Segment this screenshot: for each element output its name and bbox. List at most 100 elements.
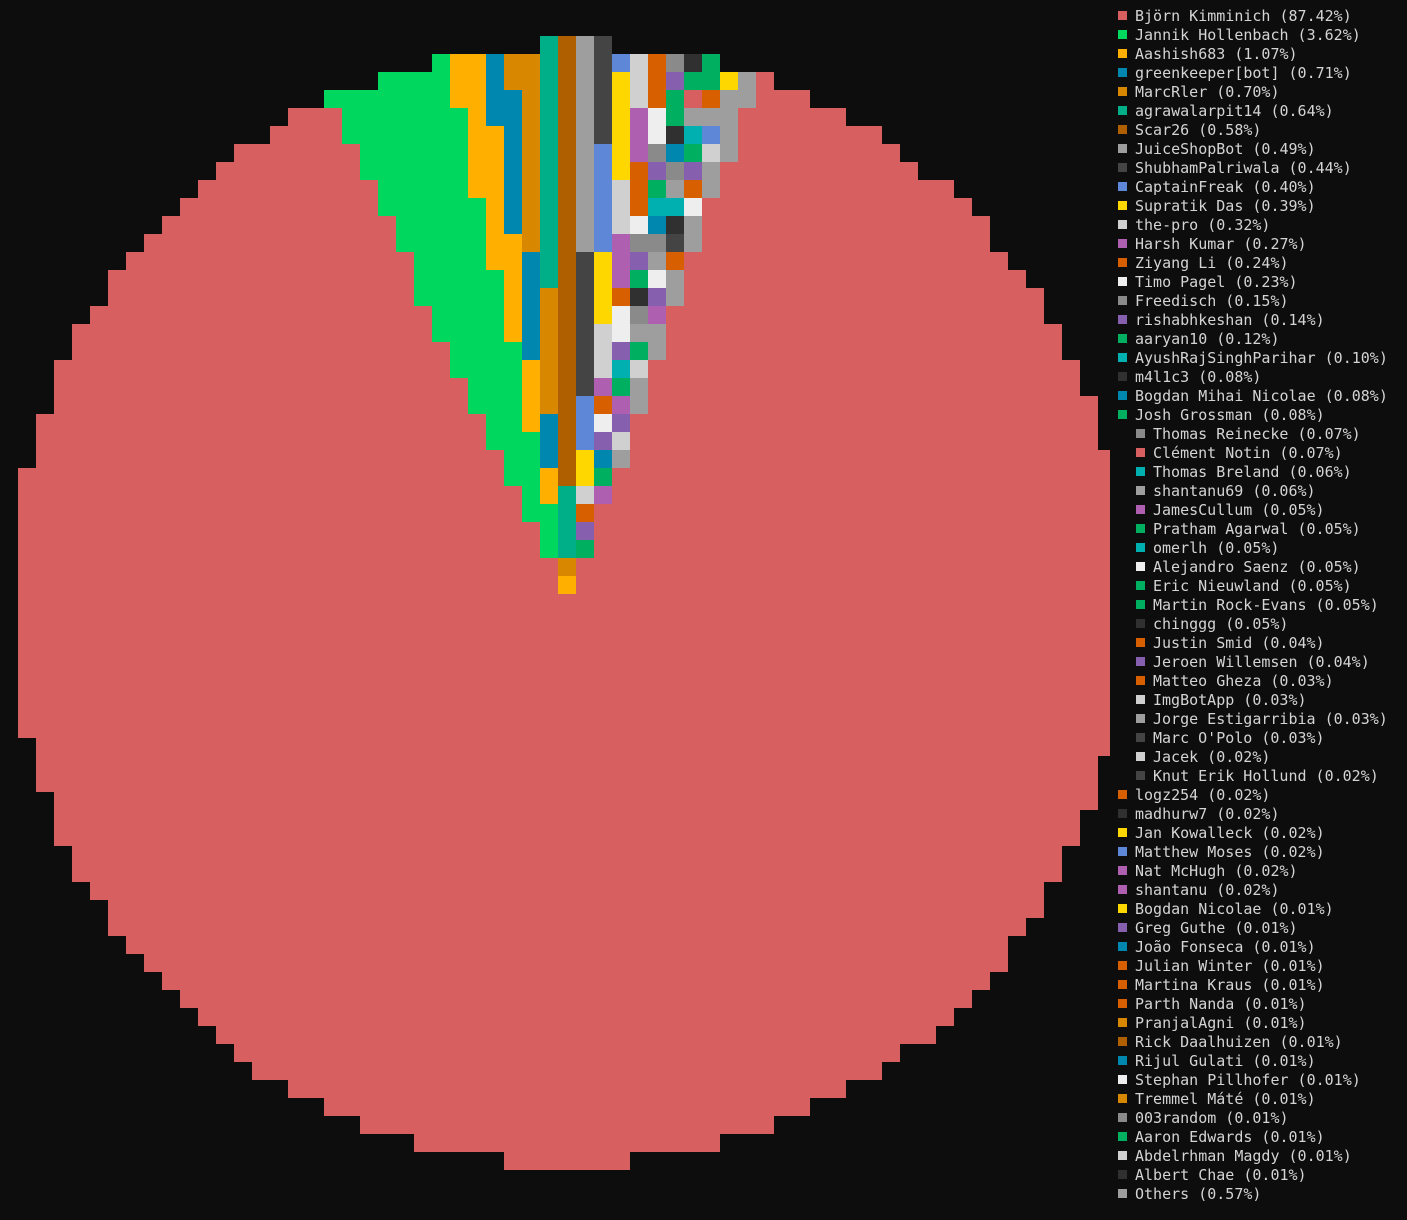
legend-item: Jeroen Willemsen (0.04%) (1118, 653, 1388, 672)
legend-label: Alejandro Saenz (0.05%) (1153, 558, 1361, 576)
legend-swatch (1118, 391, 1127, 400)
legend-item: JamesCullum (0.05%) (1118, 501, 1388, 520)
legend-swatch (1118, 334, 1127, 343)
legend-label: Thomas Reinecke (0.07%) (1153, 425, 1361, 443)
pie-slice (324, 54, 558, 558)
pie-slice (594, 486, 612, 504)
legend-label: Jacek (0.02%) (1153, 748, 1271, 766)
legend-label: Rijul Gulati (0.01%) (1135, 1052, 1316, 1070)
legend-item: shantanu (0.02%) (1118, 881, 1388, 900)
legend-swatch (1118, 87, 1127, 96)
pie-slice (666, 216, 684, 234)
legend-label: ShubhamPalriwala (0.44%) (1135, 159, 1352, 177)
legend-swatch (1118, 1189, 1127, 1198)
legend-label: Marc O'Polo (0.03%) (1153, 729, 1325, 747)
legend-item: Ziyang Li (0.24%) (1118, 254, 1388, 273)
pie-slice (666, 126, 702, 216)
legend-item: Aaron Edwards (0.01%) (1118, 1128, 1388, 1147)
legend-swatch (1118, 11, 1127, 20)
legend-item: Abdelrhman Magdy (0.01%) (1118, 1147, 1388, 1166)
legend-swatch (1118, 904, 1127, 913)
legend-swatch (1118, 885, 1127, 894)
legend-item: Pratham Agarwal (0.05%) (1118, 520, 1388, 539)
legend-item: m4l1c3 (0.08%) (1118, 368, 1388, 387)
pie-slice (630, 162, 684, 324)
pie-slice (648, 270, 666, 288)
legend-item: Matthew Moses (0.02%) (1118, 843, 1388, 862)
legend-item: CaptainFreak (0.40%) (1118, 178, 1388, 197)
legend-swatch (1118, 144, 1127, 153)
legend-swatch (1136, 657, 1145, 666)
legend-swatch (1118, 220, 1127, 229)
legend-swatch (1118, 1113, 1127, 1122)
legend-item: MarcRler (0.70%) (1118, 83, 1388, 102)
legend-label: Josh Grossman (0.08%) (1135, 406, 1325, 424)
legend-item: shantanu69 (0.06%) (1118, 482, 1388, 501)
legend-label: chinggg (0.05%) (1153, 615, 1289, 633)
legend-swatch (1118, 372, 1127, 381)
legend-item: Matteo Gheza (0.03%) (1118, 672, 1388, 691)
legend-swatch (1118, 1056, 1127, 1065)
legend-item: Thomas Reinecke (0.07%) (1118, 425, 1388, 444)
legend-label: omerlh (0.05%) (1153, 539, 1280, 557)
legend-swatch (1118, 106, 1127, 115)
legend-label: Jeroen Willemsen (0.04%) (1153, 653, 1370, 671)
legend-label: PranjalAgni (0.01%) (1135, 1014, 1307, 1032)
legend-swatch (1118, 1151, 1127, 1160)
pie-slice (612, 144, 720, 450)
pie-slice (684, 198, 702, 216)
legend-item: the-pro (0.32%) (1118, 216, 1388, 235)
legend-swatch (1118, 30, 1127, 39)
legend-item: Thomas Breland (0.06%) (1118, 463, 1388, 482)
legend-item: Jacek (0.02%) (1118, 748, 1388, 767)
pie-slice (630, 360, 648, 378)
pie-slice (612, 72, 702, 396)
legend-item: ImgBotApp (0.03%) (1118, 691, 1388, 710)
legend-swatch (1118, 296, 1127, 305)
legend-item: Supratik Das (0.39%) (1118, 197, 1388, 216)
legend-item: Alejandro Saenz (0.05%) (1118, 558, 1388, 577)
legend-swatch (1118, 1170, 1127, 1179)
legend-swatch (1118, 68, 1127, 77)
legend-item: Jorge Estigarribia (0.03%) (1118, 710, 1388, 729)
legend-item: AyushRajSinghParihar (0.10%) (1118, 349, 1388, 368)
legend-item: greenkeeper[bot] (0.71%) (1118, 64, 1388, 83)
legend-item: Josh Grossman (0.08%) (1118, 406, 1388, 425)
legend-label: greenkeeper[bot] (0.71%) (1135, 64, 1352, 82)
legend-swatch (1136, 714, 1145, 723)
legend-label: Matthew Moses (0.02%) (1135, 843, 1325, 861)
pie-slice (612, 396, 630, 414)
legend-label: Timo Pagel (0.23%) (1135, 273, 1298, 291)
legend-label: Stephan Pillhofer (0.01%) (1135, 1071, 1361, 1089)
legend-swatch (1118, 315, 1127, 324)
legend-swatch (1118, 790, 1127, 799)
legend-item: Albert Chae (0.01%) (1118, 1166, 1388, 1185)
legend-swatch (1136, 448, 1145, 457)
legend-label: shantanu (0.02%) (1135, 881, 1280, 899)
legend-swatch (1118, 1094, 1127, 1103)
legend-label: Martin Rock-Evans (0.05%) (1153, 596, 1379, 614)
pie-slice (594, 54, 720, 486)
legend-swatch (1118, 809, 1127, 818)
legend-swatch (1118, 125, 1127, 134)
pie-slice (702, 72, 720, 90)
legend-item: Eric Nieuwland (0.05%) (1118, 577, 1388, 596)
legend-item: Justin Smid (0.04%) (1118, 634, 1388, 653)
legend-label: rishabhkeshan (0.14%) (1135, 311, 1325, 329)
legend-label: Parth Nanda (0.01%) (1135, 995, 1307, 1013)
legend-label: Supratik Das (0.39%) (1135, 197, 1316, 215)
legend: Björn Kimminich (87.42%) Jannik Hollenbac… (1118, 7, 1388, 1204)
legend-swatch (1136, 619, 1145, 628)
pie-slice (612, 198, 666, 378)
pie-slice (720, 72, 738, 90)
legend-label: Freedisch (0.15%) (1135, 292, 1289, 310)
legend-item: Nat McHugh (0.02%) (1118, 862, 1388, 881)
legend-label: Clément Notin (0.07%) (1153, 444, 1343, 462)
legend-item: Others (0.57%) (1118, 1185, 1388, 1204)
legend-label: Jorge Estigarribia (0.03%) (1153, 710, 1388, 728)
legend-label: Bogdan Mihai Nicolae (0.08%) (1135, 387, 1388, 405)
legend-item: Parth Nanda (0.01%) (1118, 995, 1388, 1014)
legend-label: JamesCullum (0.05%) (1153, 501, 1325, 519)
legend-item: Rijul Gulati (0.01%) (1118, 1052, 1388, 1071)
legend-label: Justin Smid (0.04%) (1153, 634, 1325, 652)
